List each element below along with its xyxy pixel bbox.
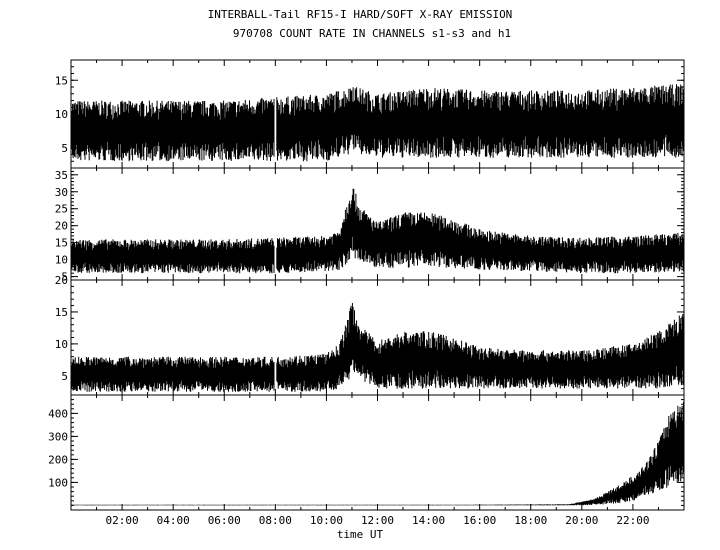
y-tick-label-s2: 15 <box>55 237 68 250</box>
y-tick-label-s2: 5 <box>61 271 68 284</box>
x-tick-label: 08:00 <box>259 514 292 527</box>
x-tick-label: 06:00 <box>208 514 241 527</box>
series-h1 <box>70 401 684 506</box>
y-tick-label-s2: 10 <box>55 254 68 267</box>
x-tick-label: 04:00 <box>157 514 190 527</box>
x-tick-label: 18:00 <box>514 514 547 527</box>
y-tick-label-s3: 15 <box>55 306 68 319</box>
x-tick-label: 22:00 <box>616 514 649 527</box>
series-s2 <box>70 188 684 274</box>
chart-title: INTERBALL-Tail RF15-I HARD/SOFT X-RAY EM… <box>207 8 513 21</box>
panel-s1: 5 10 15 <box>55 59 685 169</box>
panel-s3: 5 10 15 20 <box>55 274 685 396</box>
y-tick-label-h1: 100 <box>48 476 68 489</box>
series-s1 <box>70 84 684 162</box>
y-tick-label-s1: 10 <box>55 108 68 121</box>
panel-frame-h1 <box>70 394 685 511</box>
y-tick-label-s3: 20 <box>55 274 68 287</box>
x-axis-label: time UT <box>336 528 384 541</box>
y-tick-label-s3: 5 <box>61 370 68 383</box>
y-tick-label-s2: 30 <box>55 186 68 199</box>
y-tick-label-h1: 200 <box>48 453 68 466</box>
x-tick-label: 14:00 <box>412 514 445 527</box>
x-tick-label: 02:00 <box>106 514 139 527</box>
y-tick-label-h1: 400 <box>48 407 68 420</box>
y-tick-label-s2: 35 <box>55 169 68 182</box>
y-tick-label-s2: 20 <box>55 220 68 233</box>
x-tick-label: 20:00 <box>565 514 598 527</box>
x-tick-label: 16:00 <box>463 514 496 527</box>
series-s3 <box>70 303 684 392</box>
panel-h1: 100 200 300 400 <box>48 394 685 511</box>
y-tick-label-h1: 300 <box>48 430 68 443</box>
y-tick-label-s1: 5 <box>61 142 68 155</box>
x-tick-label: 12:00 <box>361 514 394 527</box>
y-tick-label-s3: 10 <box>55 338 68 351</box>
x-tick-label: 10:00 <box>310 514 343 527</box>
panel-s2: 5 10 15 20 25 30 35 <box>55 167 685 284</box>
chart-subtitle: 970708 COUNT RATE IN CHANNELS s1-s3 and … <box>232 27 512 40</box>
y-tick-label-s1: 15 <box>55 74 68 87</box>
y-tick-label-s2: 25 <box>55 203 68 216</box>
